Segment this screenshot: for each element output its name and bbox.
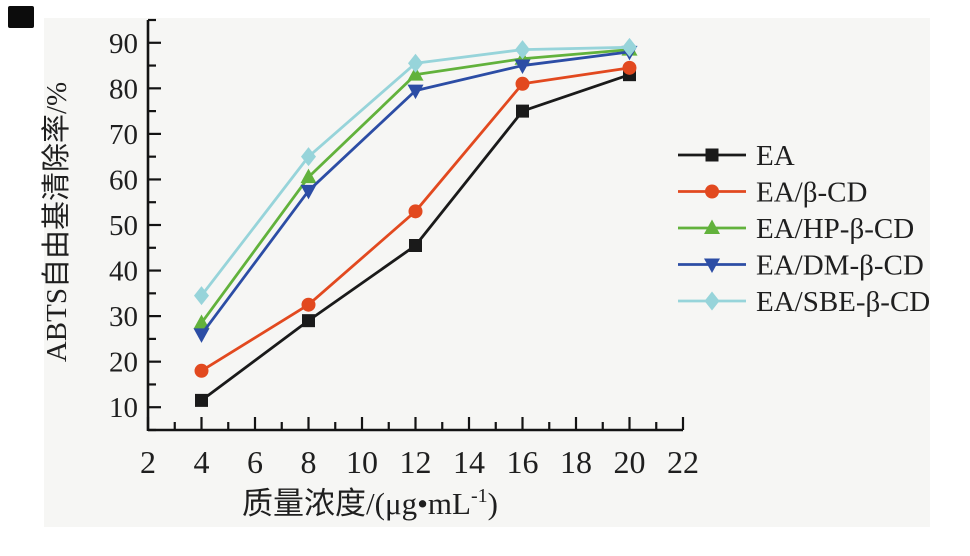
figure-panel-background bbox=[44, 18, 930, 527]
legend-label: EA bbox=[756, 140, 795, 172]
square-marker bbox=[409, 239, 422, 252]
x-tick-label: 8 bbox=[301, 444, 317, 480]
x-tick-label: 4 bbox=[194, 444, 210, 480]
triangle-up-marker bbox=[193, 314, 210, 329]
triangle-down-marker bbox=[514, 59, 531, 75]
circle-marker bbox=[408, 204, 423, 219]
triangle-down-marker bbox=[407, 84, 424, 100]
legend-label: EA/HP-β-CD bbox=[756, 213, 914, 245]
series-line bbox=[200, 66, 630, 372]
series-ea-cd bbox=[194, 60, 637, 378]
square-marker bbox=[516, 104, 529, 118]
series-ea bbox=[195, 68, 636, 407]
y-tick-label: 70 bbox=[109, 119, 138, 151]
triangle-up-marker bbox=[300, 168, 317, 184]
legend: EA EA/β-CD EA/HP-β-CD EA/DM-β-CD EA/SBE-β-CD bbox=[678, 140, 930, 318]
diamond-marker bbox=[704, 291, 720, 311]
square-marker bbox=[195, 393, 208, 407]
legend-entry: EA/HP-β-CD bbox=[678, 213, 914, 245]
x-tick-label: 12 bbox=[400, 444, 432, 480]
diamond-marker bbox=[301, 147, 316, 167]
diamond-marker bbox=[408, 53, 423, 73]
y-axis-label: ABTS自由基清除率/% bbox=[40, 82, 73, 362]
legend-label: EA/SBE-β-CD bbox=[756, 286, 930, 318]
y-tick-label: 50 bbox=[109, 210, 138, 242]
square-marker bbox=[302, 314, 315, 328]
x-tick-label: 18 bbox=[560, 444, 592, 480]
x-axis-ticks: 2 4 6 8 10 12 14 16 18 20 22 bbox=[140, 417, 699, 480]
legend-label: EA/DM-β-CD bbox=[756, 250, 924, 282]
circle-marker bbox=[705, 184, 719, 199]
triangle-up-marker bbox=[407, 66, 424, 81]
series-ea-dm-cd bbox=[193, 45, 638, 343]
triangle-down-marker bbox=[300, 184, 317, 200]
y-tick-label: 20 bbox=[109, 347, 138, 379]
x-tick-label: 14 bbox=[453, 444, 485, 480]
diamond-marker bbox=[194, 286, 209, 306]
y-tick-label: 10 bbox=[109, 392, 138, 424]
legend-entry: EA/SBE-β-CD bbox=[678, 286, 930, 318]
circle-marker bbox=[515, 76, 530, 91]
legend-entry: EA/DM-β-CD bbox=[678, 250, 924, 282]
y-tick-label: 80 bbox=[109, 73, 138, 105]
series-ea-hp-cd bbox=[193, 41, 638, 329]
legend-entry: EA/β-CD bbox=[678, 177, 867, 209]
circle-marker bbox=[194, 363, 209, 378]
y-tick-label: 60 bbox=[109, 164, 138, 196]
y-tick-label: 90 bbox=[109, 28, 138, 60]
series-line bbox=[200, 45, 630, 297]
triangle-up-marker bbox=[704, 219, 720, 234]
diamond-marker bbox=[515, 40, 530, 60]
y-tick-label: 40 bbox=[109, 256, 138, 288]
triangle-down-marker bbox=[193, 328, 210, 343]
x-tick-label: 10 bbox=[346, 444, 378, 480]
x-tick-label: 22 bbox=[667, 444, 699, 480]
x-tick-label: 2 bbox=[140, 444, 156, 480]
circle-marker bbox=[301, 297, 316, 312]
x-axis-label: 质量浓度/(μg•mL-1) bbox=[242, 485, 498, 521]
x-tick-label: 20 bbox=[614, 444, 646, 480]
y-axis-ticks: 10 20 30 40 50 60 70 80 90 bbox=[109, 18, 161, 432]
scan-artifact-black-square bbox=[8, 6, 34, 28]
square-marker bbox=[705, 148, 719, 162]
y-tick-label: 30 bbox=[109, 301, 138, 333]
circle-marker bbox=[622, 60, 637, 75]
diamond-marker bbox=[622, 37, 637, 57]
x-tick-label: 6 bbox=[247, 444, 263, 480]
x-tick-label: 16 bbox=[507, 444, 539, 480]
triangle-down-marker bbox=[704, 258, 720, 273]
legend-label: EA/β-CD bbox=[756, 177, 867, 209]
legend-entry: EA bbox=[678, 140, 795, 172]
series-ea-sbe-cd bbox=[194, 37, 637, 306]
